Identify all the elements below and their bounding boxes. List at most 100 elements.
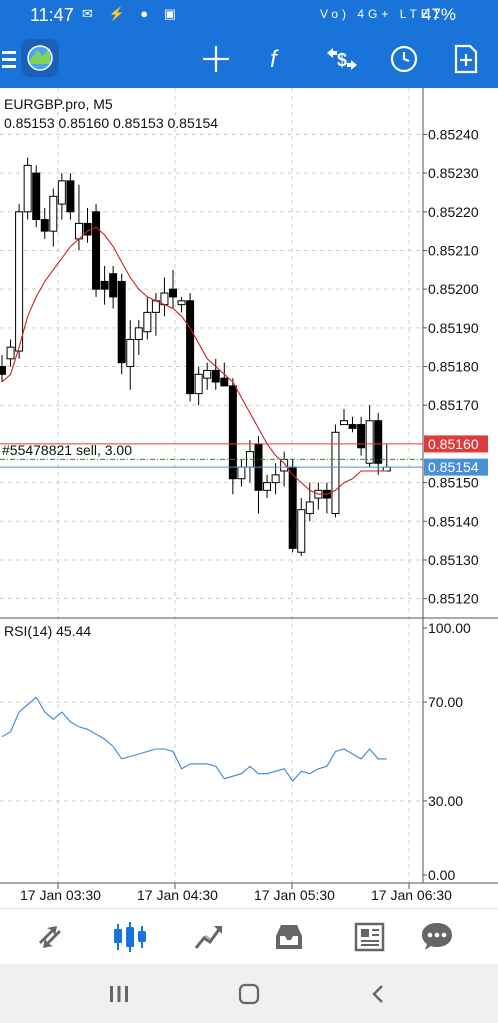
price-tick-label: 0.85210 xyxy=(428,242,479,258)
candle xyxy=(348,416,357,433)
bull-candle-body xyxy=(263,482,272,491)
price-tick-label: 0.85220 xyxy=(428,204,479,220)
price-tick-label: 0.85240 xyxy=(428,126,479,142)
app-logo[interactable] xyxy=(20,38,60,78)
candle xyxy=(23,157,32,220)
bottom-navigation xyxy=(0,908,498,965)
rsi-tick-label: 100.00 xyxy=(428,620,471,636)
candle xyxy=(32,165,41,228)
candle xyxy=(40,207,49,239)
time-axis: 17 Jan 03:30 17 Jan 04:30 17 Jan 05:30 17 J… xyxy=(20,883,452,903)
bull-candle-body xyxy=(331,431,340,515)
bull-candle-body xyxy=(340,420,348,426)
symbol-label: EURGBP.pro, M5 xyxy=(4,96,113,112)
chart-area[interactable]: 0.85160 0.85154 EURGBP.pro, M5 0.85153 0… xyxy=(0,88,498,908)
bid-price-label: 0.85154 xyxy=(428,459,479,475)
bull-candle-body xyxy=(382,466,391,472)
network-status: Vo) 4G+ LTE1 xyxy=(320,7,444,21)
function-icon[interactable]: f xyxy=(258,39,298,79)
time-tick-label: 17 Jan 06:30 xyxy=(371,887,452,903)
rsi-line xyxy=(1,696,387,782)
price-tick-label: 0.85130 xyxy=(428,552,479,568)
chart-toolbar: f $ xyxy=(0,30,498,88)
candle xyxy=(297,498,306,557)
svg-text:$: $ xyxy=(337,50,347,70)
notification-icons: ✉ ⚡ ● ▣ xyxy=(82,6,183,21)
candle xyxy=(109,265,118,309)
trade-dollar-icon[interactable]: $ xyxy=(322,39,362,79)
candle xyxy=(331,424,340,518)
bull-candle-body xyxy=(49,195,58,232)
clock-icon[interactable] xyxy=(384,39,424,79)
candle xyxy=(57,173,66,220)
price-chart[interactable]: 0.85160 0.85154 EURGBP.pro, M5 0.85153 0… xyxy=(0,88,498,908)
candle xyxy=(0,354,6,383)
price-tick-label: 0.85170 xyxy=(428,397,479,413)
time-tick-label: 17 Jan 05:30 xyxy=(254,887,335,903)
chat-icon[interactable] xyxy=(415,915,459,959)
bear-candle-body xyxy=(169,288,177,298)
bull-candle-body xyxy=(203,369,212,379)
home-icon[interactable] xyxy=(229,979,269,1009)
time-tick-label: 17 Jan 04:30 xyxy=(137,887,218,903)
candle xyxy=(49,188,58,247)
sell-price-badge xyxy=(424,435,488,453)
candle xyxy=(143,296,152,340)
rsi-axis: 100.00 70.00 30.00 0.00 xyxy=(423,620,471,883)
price-tick-label: 0.85150 xyxy=(428,475,479,491)
candle xyxy=(194,366,203,406)
price-axis: 0.85240 0.85230 0.85220 0.85210 0.85200 0.851… xyxy=(423,126,479,607)
candle xyxy=(92,204,101,297)
bear-candle-body xyxy=(92,211,101,290)
bull-candle-body xyxy=(237,466,246,480)
candle xyxy=(117,273,126,375)
candle xyxy=(254,436,263,514)
bull-candle-body xyxy=(126,338,135,368)
price-tick-label: 0.85230 xyxy=(428,165,479,181)
bear-candle-body xyxy=(0,366,6,375)
bear-candle-body xyxy=(211,369,220,383)
candle xyxy=(211,358,220,390)
bear-candle-body xyxy=(40,219,49,232)
bull-candle-body xyxy=(177,300,186,306)
bear-candle-body xyxy=(32,172,41,221)
crosshair-icon[interactable] xyxy=(196,39,236,79)
candle xyxy=(186,293,195,402)
trade-icon[interactable] xyxy=(187,915,231,959)
time-tick-label: 17 Jan 03:30 xyxy=(20,887,101,903)
bear-candle-body xyxy=(100,280,109,290)
price-tick-label: 0.85140 xyxy=(428,513,479,529)
history-icon[interactable] xyxy=(267,915,311,959)
charts-icon[interactable] xyxy=(108,915,152,959)
candle xyxy=(160,277,169,317)
candle xyxy=(340,409,348,426)
order-label[interactable]: #55478821 sell, 3.00 xyxy=(2,442,132,458)
system-navigation-bar xyxy=(0,964,498,1023)
bull-candle-body xyxy=(365,420,374,464)
bull-candle-body xyxy=(134,327,143,340)
ohlc-label: 0.85153 0.85160 0.85153 0.85154 xyxy=(4,115,218,131)
price-tick-label: 0.85190 xyxy=(428,320,479,336)
menu-icon[interactable] xyxy=(0,39,18,79)
bull-candle-body xyxy=(151,300,160,313)
bid-price-badge xyxy=(424,458,488,476)
add-chart-icon[interactable] xyxy=(446,39,486,79)
candle xyxy=(314,482,323,510)
price-tick-label: 0.85180 xyxy=(428,359,479,375)
bear-candle-body xyxy=(288,466,297,549)
candle xyxy=(126,320,135,390)
battery-level: 47% xyxy=(422,5,457,24)
candle xyxy=(83,207,92,243)
svg-text:f: f xyxy=(270,46,279,73)
sell-price-label: 0.85160 xyxy=(428,436,479,452)
candle xyxy=(177,296,186,313)
news-icon[interactable] xyxy=(347,915,391,959)
bull-candle-body xyxy=(6,346,15,360)
quotes-icon[interactable] xyxy=(28,915,72,959)
bear-candle-body xyxy=(228,385,237,480)
candle xyxy=(203,362,212,390)
recent-apps-icon[interactable] xyxy=(99,979,139,1009)
back-icon[interactable] xyxy=(358,979,398,1009)
price-tick-label: 0.85200 xyxy=(428,281,479,297)
candle xyxy=(280,451,289,487)
